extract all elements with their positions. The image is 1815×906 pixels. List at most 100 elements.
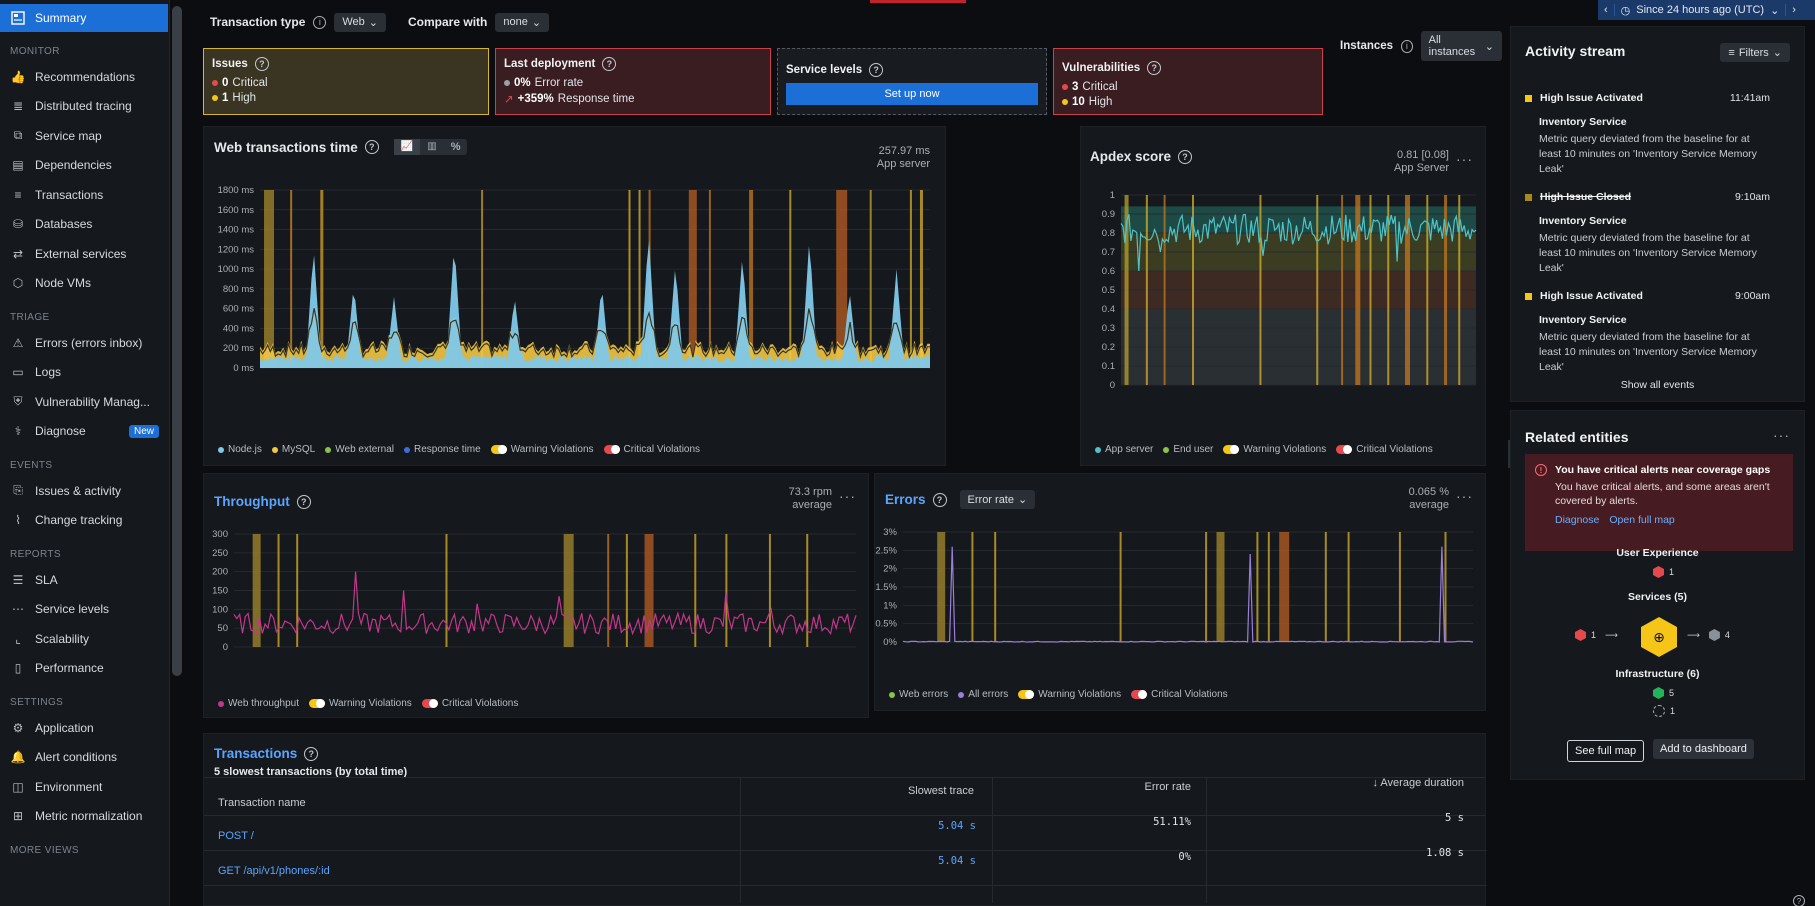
infra-node-a[interactable]: 5 xyxy=(1653,687,1674,699)
violation-band[interactable] xyxy=(1216,532,1225,642)
violation-band[interactable] xyxy=(252,534,261,647)
help-icon[interactable]: ? xyxy=(304,746,319,761)
slowest-trace-link[interactable]: 5.04 s xyxy=(938,855,976,867)
violation-band[interactable] xyxy=(320,190,324,368)
help-icon[interactable]: ? xyxy=(364,140,379,154)
violation-band[interactable] xyxy=(789,190,792,368)
bar-chart-icon[interactable]: ▥ xyxy=(427,141,437,152)
sidebar-item-errors-errors-inbox[interactable]: ⚠ Errors (errors inbox) xyxy=(0,328,169,358)
violation-band[interactable] xyxy=(869,190,872,368)
violation-band[interactable] xyxy=(768,534,771,647)
web-transactions-chart[interactable]: 0 ms 200 ms 400 ms 600 ms 800 ms 1000 ms 1200 … xyxy=(204,175,947,437)
violation-band[interactable] xyxy=(1163,195,1166,385)
violation-band[interactable] xyxy=(277,534,280,647)
violation-band[interactable] xyxy=(1341,195,1344,385)
sidebar-item-diagnose[interactable]: ⚕ Diagnose New xyxy=(0,417,169,447)
help-icon[interactable]: ? xyxy=(254,57,269,71)
violation-band[interactable] xyxy=(1145,195,1148,385)
legend-item[interactable]: Web external xyxy=(325,444,394,455)
violation-band[interactable] xyxy=(1369,195,1372,385)
violation-band[interactable] xyxy=(1192,195,1194,385)
activity-item[interactable]: High Issue Activated 9:00am Inventory Serv… xyxy=(1525,290,1770,375)
see-full-map-button[interactable]: See full map xyxy=(1567,740,1645,762)
more-options-icon[interactable]: ··· xyxy=(1773,427,1790,443)
violation-band[interactable] xyxy=(1355,195,1361,385)
violation-band[interactable] xyxy=(638,190,641,368)
sidebar-item-issues-activity[interactable]: ⎘ Issues & activity xyxy=(0,476,169,506)
violation-band[interactable] xyxy=(1444,532,1447,642)
error-rate-dropdown[interactable]: Error rate ⌄ xyxy=(959,490,1036,509)
legend-item[interactable]: Web errors xyxy=(889,689,948,700)
violation-band[interactable] xyxy=(607,534,610,647)
compare-with-dropdown[interactable]: none ⌄ xyxy=(495,12,550,32)
sidebar-item-performance[interactable]: ▯ Performance xyxy=(0,654,169,684)
violation-band[interactable] xyxy=(1259,195,1262,385)
col-header-name[interactable]: Transaction name xyxy=(218,797,306,809)
apdex-chart[interactable]: 00.10.20.30.40.50.60.70.80.91Mar 03,12:0… xyxy=(1081,181,1487,443)
vulnerabilities-card[interactable]: Vulnerabilities? 3 Critical 10 High xyxy=(1053,48,1323,115)
open-full-map-link[interactable]: Open full map xyxy=(1609,514,1675,526)
errors-chart[interactable]: 0%0.5%1%1.5%2%2.5%3%Mar 03,12:00pmMar 03… xyxy=(875,524,1487,684)
legend-item[interactable]: Node.js xyxy=(218,444,262,455)
help-icon[interactable]: ? xyxy=(1178,149,1193,164)
transaction-type-dropdown[interactable]: Web ⌄ xyxy=(334,12,387,32)
violation-band[interactable] xyxy=(644,534,654,647)
legend-item[interactable]: All errors xyxy=(958,689,1008,700)
percent-icon[interactable]: % xyxy=(450,141,461,153)
sidebar-item-alert-conditions[interactable]: 🔔 Alert conditions xyxy=(0,743,169,773)
sidebar-item-node-vms[interactable]: ⬡ Node VMs xyxy=(0,269,169,299)
violation-band[interactable] xyxy=(481,190,484,368)
last-deployment-card[interactable]: Last deployment? 0% Error rate ↗ +359% Resp… xyxy=(495,48,771,115)
col-header-trace[interactable]: Slowest trace xyxy=(907,785,974,797)
transaction-name-link[interactable]: GET /api/v1/phones/:id xyxy=(218,865,330,877)
set-up-now-button[interactable]: Set up now xyxy=(786,83,1038,105)
help-icon[interactable]: ? xyxy=(1793,895,1805,906)
sidebar-item-service-map[interactable]: ⧉ Service map xyxy=(0,121,169,151)
sidebar-item-service-levels[interactable]: ⋯ Service levels xyxy=(0,595,169,625)
legend-item[interactable]: MySQL xyxy=(271,444,315,455)
activity-item[interactable]: High Issue Closed 9:10am Inventory Service… xyxy=(1525,191,1770,276)
violation-band[interactable] xyxy=(708,190,711,368)
violation-band[interactable] xyxy=(1324,532,1327,642)
activity-item[interactable]: High Issue Activated 11:41am Inventory Ser… xyxy=(1525,92,1770,177)
response-time-line[interactable] xyxy=(259,308,930,360)
legend-item[interactable]: Web throughput xyxy=(218,698,299,709)
violation-band[interactable] xyxy=(1444,195,1448,385)
issues-card[interactable]: Issues? 0 Critical 1 High xyxy=(203,48,489,115)
violation-band[interactable] xyxy=(628,190,631,368)
violation-band[interactable] xyxy=(994,532,997,642)
violation-band[interactable] xyxy=(1267,532,1270,642)
diagnose-link[interactable]: Diagnose xyxy=(1555,514,1600,526)
violation-band[interactable] xyxy=(296,534,299,647)
sidebar-scrollbar[interactable] xyxy=(172,6,182,676)
violation-band[interactable] xyxy=(1347,532,1350,642)
violation-band[interactable] xyxy=(749,190,754,368)
violation-band[interactable] xyxy=(445,534,448,647)
slowest-trace-link[interactable]: 5.04 s xyxy=(938,820,976,832)
legend-item[interactable]: Critical Violations xyxy=(421,698,518,709)
more-options-icon[interactable]: ··· xyxy=(1456,488,1473,504)
violation-band[interactable] xyxy=(1205,532,1208,642)
more-options-icon[interactable]: ··· xyxy=(839,488,856,504)
nodejs-area[interactable] xyxy=(260,240,930,368)
filters-button[interactable]: ≡ Filters ⌄ xyxy=(1720,43,1790,62)
help-icon[interactable]: ? xyxy=(602,57,617,71)
time-range-picker[interactable]: ‹ ◷ Since 24 hours ago (UTC) ⌄ › xyxy=(1598,0,1815,20)
transaction-name-link[interactable]: POST / xyxy=(218,830,254,842)
violation-band[interactable] xyxy=(1124,195,1129,385)
violation-band[interactable] xyxy=(1426,195,1429,385)
ux-node[interactable]: 1 xyxy=(1653,566,1674,578)
mysql-area[interactable] xyxy=(260,305,930,368)
violation-band[interactable] xyxy=(919,190,923,368)
legend-item[interactable]: Warning Violations xyxy=(1223,444,1326,455)
services-left-node[interactable]: 1 ⟶ xyxy=(1575,629,1618,641)
violation-band[interactable] xyxy=(1458,195,1461,385)
globe-icon[interactable]: ⊕ xyxy=(1641,617,1677,657)
violation-band[interactable] xyxy=(694,534,697,647)
sidebar-item-distributed-tracing[interactable]: ≣ Distributed tracing xyxy=(0,92,169,122)
more-options-icon[interactable]: ··· xyxy=(1456,151,1473,167)
throughput-line[interactable] xyxy=(233,571,857,636)
help-icon[interactable]: ? xyxy=(932,492,947,507)
violation-band[interactable] xyxy=(688,190,697,368)
legend-item[interactable]: Critical Violations xyxy=(1336,444,1433,455)
